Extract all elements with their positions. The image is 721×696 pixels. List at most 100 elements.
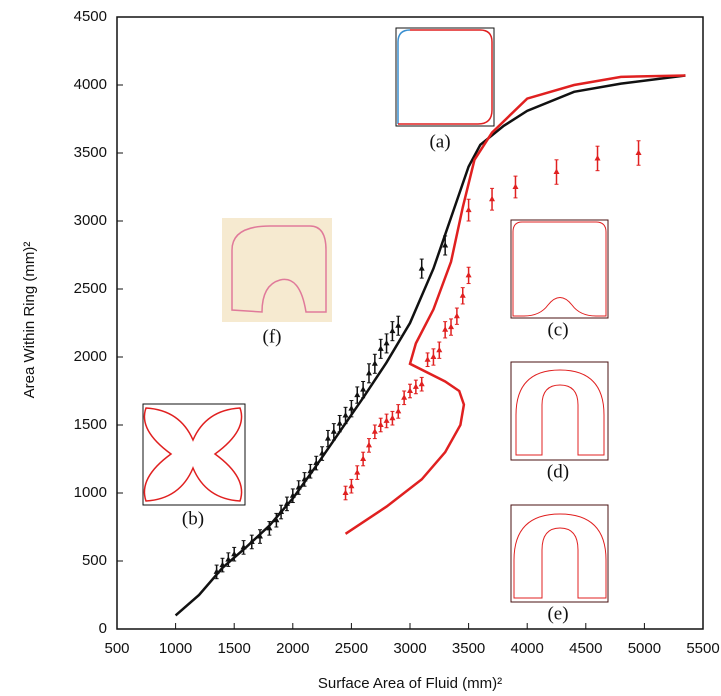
data-point: [442, 326, 449, 332]
y-tick-label: 2500: [74, 280, 107, 297]
data-point: [395, 407, 402, 414]
data-point: [459, 292, 466, 298]
data-point: [360, 386, 367, 392]
x-tick-label: 4500: [569, 640, 602, 657]
x-tick-label: 1000: [159, 640, 192, 657]
data-point: [448, 323, 455, 330]
data-point: [240, 543, 247, 550]
data-point: [436, 346, 443, 353]
data-point: [365, 369, 372, 376]
data-point: [412, 383, 419, 389]
x-tick-label: 4000: [511, 640, 544, 657]
x-tick-label: 3500: [452, 640, 485, 657]
x-tick-label: 2000: [276, 640, 309, 657]
inset-shape: [231, 225, 327, 313]
data-point: [383, 339, 390, 346]
model-line: [344, 74, 686, 535]
inset-label: (d): [547, 461, 569, 482]
data-point: [395, 322, 402, 328]
data-point: [424, 356, 431, 362]
y-tick-label: 0: [99, 620, 107, 637]
inset-label: (e): [547, 603, 568, 624]
y-tick-label: 4000: [74, 76, 107, 93]
data-point: [342, 489, 349, 495]
inset-photo: [222, 218, 332, 322]
x-tick-label: 500: [104, 640, 129, 657]
insets: (a) (b) (c) (d) (e) (f): [142, 27, 609, 624]
y-tick-label: 3500: [74, 144, 107, 161]
data-point: [307, 467, 314, 474]
x-tick-label: 5000: [628, 640, 661, 657]
data-point: [354, 391, 361, 398]
inset-shape: [513, 513, 607, 599]
x-axis-label: Surface Area of Fluid (mm)²: [318, 675, 502, 692]
inset-label: (b): [182, 508, 204, 529]
data-point: [418, 265, 425, 271]
data-point: [225, 556, 232, 562]
inset-frame: [510, 361, 609, 461]
inset-frame: [510, 219, 609, 319]
data-point: [389, 414, 396, 421]
data-point: [418, 380, 425, 387]
data-point: [273, 516, 280, 523]
data-point: [512, 183, 519, 189]
x-tick-label: 1500: [218, 640, 251, 657]
data-point: [266, 524, 273, 531]
data-point: [465, 206, 472, 213]
inset-label: (c): [547, 319, 568, 340]
x-tick-label: 2500: [335, 640, 368, 657]
data-point: [430, 353, 437, 359]
data-point: [336, 420, 343, 426]
x-tick-label: 5500: [686, 640, 719, 657]
data-point: [594, 154, 601, 161]
inset-shape: [512, 221, 607, 317]
data-point: [407, 387, 413, 393]
data-point: [248, 538, 255, 544]
data-point: [389, 327, 396, 334]
data-point: [377, 421, 384, 427]
data-point: [365, 441, 372, 448]
x-tick-label: 3000: [393, 640, 426, 657]
data-point: [301, 475, 308, 482]
data-point: [377, 345, 384, 351]
data-point: [256, 533, 263, 539]
data-point: [342, 411, 349, 418]
data-point: [383, 417, 390, 423]
inset-frame: [142, 403, 246, 506]
data-point: [348, 482, 355, 489]
data-point: [278, 508, 285, 515]
inset-frame: [395, 27, 495, 127]
data-point: [442, 241, 449, 248]
data-point: [231, 550, 238, 557]
inset-shape: [398, 29, 493, 125]
data-point: [465, 271, 472, 278]
y-tick-label: 4500: [74, 8, 107, 25]
y-tick-label: 2000: [74, 348, 107, 365]
y-tick-label: 1000: [74, 484, 107, 501]
data-point: [635, 149, 642, 155]
data-point: [371, 360, 378, 366]
data-point: [289, 492, 296, 498]
data-point: [553, 168, 560, 175]
inset-shape: [515, 369, 605, 456]
data-point: [313, 459, 320, 466]
data-point: [330, 428, 337, 434]
data-point: [371, 428, 378, 434]
inset-label: (f): [263, 326, 282, 347]
y-tick-label: 500: [82, 552, 107, 569]
data-point: [453, 312, 460, 319]
inset-label: (a): [429, 131, 450, 152]
data-point: [348, 405, 355, 411]
data-point: [489, 195, 496, 202]
y-tick-label: 3000: [74, 212, 107, 229]
data-point: [360, 455, 367, 461]
data-point: [354, 469, 361, 475]
data-point: [295, 484, 302, 490]
y-axis-label: Area Within Ring (mm)²: [21, 242, 38, 399]
data-point: [213, 568, 220, 574]
data-point: [324, 435, 331, 441]
data-point: [401, 394, 408, 400]
inset-frame: [510, 504, 609, 603]
inset-shape: [143, 407, 243, 502]
